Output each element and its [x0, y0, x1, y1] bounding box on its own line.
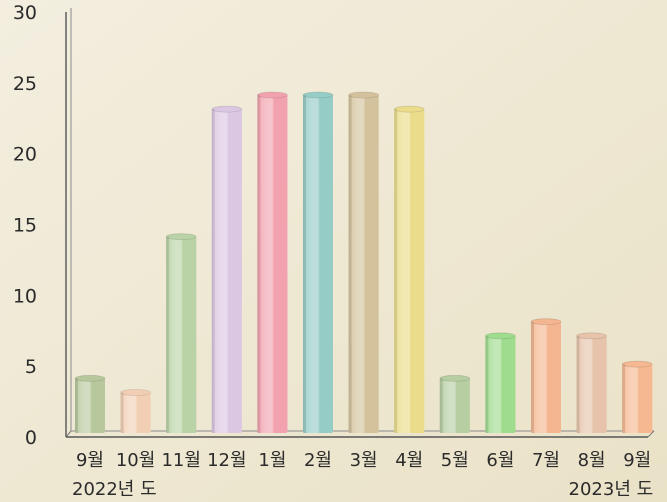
year-group-label: 2023년 도 — [569, 479, 654, 500]
y-tick-label: 10 — [13, 285, 37, 307]
bar-edge — [257, 95, 261, 433]
bar — [393, 105, 425, 434]
bar-shading — [303, 95, 333, 433]
bar — [576, 332, 607, 433]
axis-corner-line — [65, 430, 72, 438]
bar-edge — [394, 109, 398, 434]
bar-cap — [256, 91, 288, 99]
x-tick-label: 7월 — [532, 450, 560, 471]
bar-cap — [393, 105, 425, 113]
x-tick-label: 6월 — [486, 450, 514, 471]
bar-shading — [257, 95, 288, 433]
y-axis-ticks: 0 5 10 15 20 25 30 — [13, 2, 37, 449]
bar-cap — [165, 233, 197, 241]
x-tick-label: 10월 — [116, 450, 155, 471]
bar-edge — [120, 392, 124, 433]
y-tick-label: 25 — [13, 73, 37, 95]
floor-right-edge — [647, 430, 655, 438]
bar-shading — [120, 392, 151, 433]
bar — [348, 91, 380, 433]
y-tick-label: 20 — [13, 144, 37, 166]
bar — [484, 332, 516, 433]
bar-cap — [484, 332, 516, 340]
bar-edge — [166, 236, 170, 433]
bar-shading — [166, 236, 197, 433]
x-tick-label: 9월 — [76, 450, 104, 471]
bars — [74, 91, 653, 434]
bar-shading — [211, 109, 242, 434]
y-tick-label: 0 — [25, 427, 37, 449]
x-tick-label: 3월 — [350, 450, 378, 471]
year-group-label: 2022년 도 — [72, 479, 157, 500]
bar-shading — [576, 335, 607, 433]
y-tick-label: 15 — [13, 215, 37, 237]
x-tick-label: 9월 — [623, 450, 651, 471]
bar — [302, 91, 334, 433]
bar — [120, 389, 152, 433]
x-tick-label: 1월 — [258, 450, 286, 471]
x-tick-label: 2월 — [304, 450, 332, 471]
x-tick-label: 11월 — [161, 450, 200, 471]
bar-edge — [348, 95, 352, 433]
x-tick-label: 8월 — [578, 450, 606, 471]
bar-shading — [622, 364, 653, 433]
bar-cap — [439, 374, 471, 382]
bar — [439, 374, 471, 433]
bar — [211, 105, 243, 434]
bar-cap — [74, 374, 106, 382]
x-tick-label: 12월 — [207, 450, 246, 471]
bar-shading — [348, 95, 379, 433]
bar-cap — [211, 105, 243, 113]
bar-edge — [485, 335, 489, 433]
y-tick-label: 30 — [13, 2, 37, 24]
bar-edge — [622, 364, 626, 433]
bar-edge — [531, 321, 534, 433]
bar-edge — [576, 335, 580, 433]
bar-edge — [303, 95, 306, 433]
bar-cap — [576, 332, 607, 340]
bar-cap — [621, 360, 653, 368]
bar-shading — [394, 109, 425, 434]
bar-shading — [485, 335, 516, 433]
bar — [530, 318, 562, 433]
bar-edge — [75, 378, 78, 433]
x-tick-label: 4월 — [395, 450, 423, 471]
bar-edge — [439, 378, 443, 433]
y-tick-label: 5 — [25, 356, 37, 378]
x-axis-labels: 9월 10월 11월 12월 1월 2월 3월 4월 5월 6월 7월 8월 9월 — [76, 450, 651, 471]
bar-cap — [302, 91, 334, 99]
bar-cap — [348, 91, 380, 99]
bar-cap — [530, 318, 562, 326]
x-tick-label: 5월 — [441, 450, 469, 471]
bar-shading — [439, 378, 470, 433]
bar-shading — [75, 378, 105, 433]
bar-edge — [211, 109, 215, 434]
bar — [74, 374, 106, 433]
bar — [621, 360, 653, 433]
year-group-labels: 2022년 도 2023년 도 — [72, 479, 653, 500]
bar — [165, 233, 197, 433]
bar — [256, 91, 288, 433]
bar-shading — [531, 321, 561, 433]
bar-cap — [120, 389, 152, 396]
